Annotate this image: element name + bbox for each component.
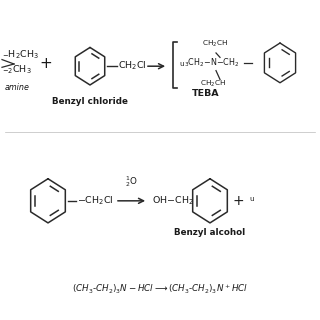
Text: u: u xyxy=(249,196,253,202)
Text: $+$: $+$ xyxy=(232,194,244,208)
Text: $\mathrm{_{-}H_2CH_3}$: $\mathrm{_{-}H_2CH_3}$ xyxy=(2,49,39,61)
Text: $\mathrm{-CH_2Cl}$: $\mathrm{-CH_2Cl}$ xyxy=(77,195,114,207)
Text: $+$: $+$ xyxy=(39,57,52,71)
Text: $\mathrm{CH_2Cl}$: $\mathrm{CH_2Cl}$ xyxy=(118,60,147,72)
Text: $\mathrm{CH_2CH}$: $\mathrm{CH_2CH}$ xyxy=(200,79,226,89)
Text: amine: amine xyxy=(5,83,30,92)
Text: $\mathrm{_3CH_2{-}N{-}CH_2}$: $\mathrm{_3CH_2{-}N{-}CH_2}$ xyxy=(184,57,239,69)
Text: Benzyl chloride: Benzyl chloride xyxy=(52,97,128,106)
Text: u: u xyxy=(179,61,183,67)
Text: $\mathrm{_{-2}CH_3}$: $\mathrm{_{-2}CH_3}$ xyxy=(2,63,32,76)
Text: $\mathrm{OH{-}CH_2}$: $\mathrm{OH{-}CH_2}$ xyxy=(152,195,194,207)
Text: Benzyl alcohol: Benzyl alcohol xyxy=(174,228,246,237)
Text: TEBA: TEBA xyxy=(192,89,220,98)
Text: $(CH_3\text{-}CH_2)_3N - HCl \longrightarrow (CH_3\text{-}CH_2)_3N^+HCl$: $(CH_3\text{-}CH_2)_3N - HCl \longrighta… xyxy=(72,283,248,296)
Text: $\mathrm{^1_2O}$: $\mathrm{^1_2O}$ xyxy=(125,174,137,189)
Text: $\mathrm{CH_2CH}$: $\mathrm{CH_2CH}$ xyxy=(202,39,228,49)
